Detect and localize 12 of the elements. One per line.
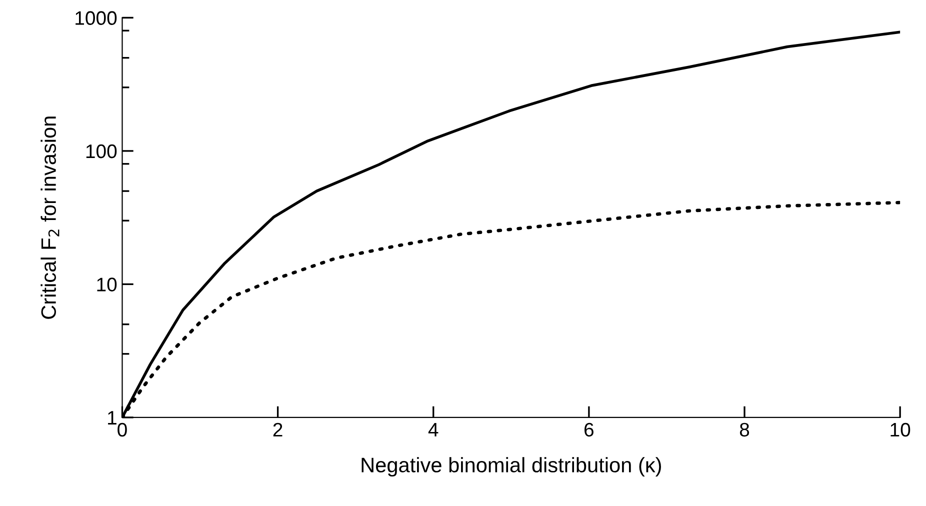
x-axis-title: Negative binomial distribution (κ) [362, 457, 661, 477]
y-tick-label: 1 [108, 411, 116, 424]
y-tick-label: 100 [86, 144, 117, 158]
y-tick-label: 10 [97, 278, 117, 292]
x-tick-label: 4 [428, 423, 438, 436]
y-axis-title: Critical F$_{2}$ for invasion [40, 116, 60, 319]
x-tick-label: 10 [890, 422, 910, 437]
x-tick-label: 8 [740, 422, 750, 437]
x-tick-label: 2 [273, 422, 282, 436]
x-tick-label: 0 [118, 422, 127, 437]
y-tick-label: 1000 [76, 11, 117, 25]
x-tick-label: 6 [584, 422, 594, 437]
